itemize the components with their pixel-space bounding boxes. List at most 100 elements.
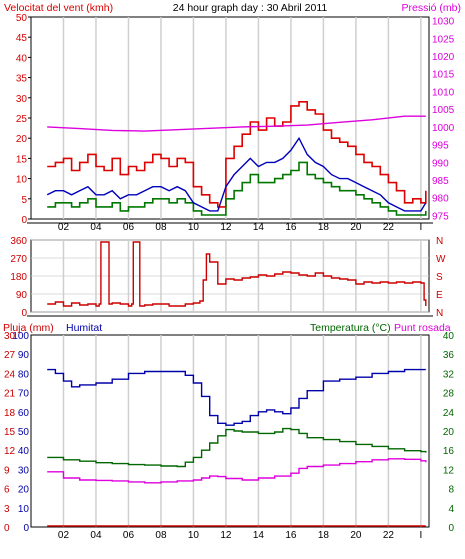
y-left-tick-wind: 0	[21, 215, 27, 226]
y-right-tick-pressure: 990	[432, 158, 449, 169]
chart-title: 24 hour graph day : 30 Abril 2011	[173, 2, 328, 14]
y-left-tick-wind: 35	[16, 74, 28, 85]
y-right-tick-pressure: 995	[432, 141, 449, 152]
y-rain-tick: 21	[4, 389, 16, 400]
y-left-tick-wind: 50	[16, 13, 28, 24]
series-temperature	[47, 427, 427, 468]
x-tick-label-bottom: 10	[188, 530, 200, 541]
x-tick-label-top: 02	[58, 222, 70, 233]
x-tick-label-top: 14	[253, 222, 265, 233]
y-temperature-tick: 8	[448, 485, 454, 496]
y-rain-tick: 27	[4, 350, 16, 361]
x-tick-label-bottom: 02	[58, 530, 70, 541]
y-rain-tick: 18	[4, 408, 16, 419]
y-right-tick-compass: N	[436, 236, 443, 247]
y-left-tick-wind: 45	[16, 33, 28, 44]
series-wind-average	[46, 136, 427, 212]
y-left-tick-direction: 270	[10, 254, 27, 265]
y-humidity-tick: 10	[18, 504, 30, 515]
y-temperature-tick: 28	[443, 389, 455, 400]
y-humidity-tick: 20	[18, 485, 30, 496]
y-temperature-tick: 4	[448, 504, 454, 515]
y-left-tick-wind: 40	[16, 53, 28, 64]
x-tick-label-bottom: I	[419, 530, 422, 541]
y-temperature-tick: 12	[443, 465, 455, 476]
series-pressure	[47, 115, 426, 132]
x-tick-label-bottom: 08	[155, 530, 167, 541]
x-tick-label-bottom: 20	[350, 530, 362, 541]
y-right-tick-pressure: 1030	[432, 17, 455, 28]
y-temperature-tick: 24	[443, 408, 455, 419]
y-humidity-tick: 70	[18, 389, 30, 400]
y-temperature-tick: 36	[443, 350, 455, 361]
y-humidity-tick: 30	[18, 465, 30, 476]
y-rain-tick: 12	[4, 446, 16, 457]
rain-label: Pluja (mm)	[3, 322, 54, 334]
y-right-tick-pressure: 985	[432, 176, 449, 187]
y-right-tick-pressure: 1005	[432, 105, 455, 116]
y-humidity-tick: 40	[18, 446, 30, 457]
x-tick-label-bottom: 18	[318, 530, 330, 541]
y-humidity-tick: 100	[12, 331, 29, 342]
y-temperature-tick: 40	[443, 331, 455, 342]
y-humidity-tick: 60	[18, 408, 30, 419]
y-left-tick-wind: 25	[16, 114, 28, 125]
y-humidity-tick: 0	[23, 523, 29, 534]
y-temperature-tick: 32	[443, 369, 455, 380]
x-tick-label-bottom: 06	[123, 530, 135, 541]
y-right-tick-compass: N	[436, 308, 443, 319]
wind-speed-label: Velocitat del vent (kmh)	[4, 2, 113, 14]
x-tick-label-bottom: 04	[90, 530, 102, 541]
series-wind-direction	[47, 241, 427, 307]
y-rain-tick: 6	[4, 485, 10, 496]
y-right-tick-pressure: 1000	[432, 123, 455, 134]
x-tick-label-bottom: 14	[253, 530, 265, 541]
series-dewpoint	[47, 458, 427, 484]
dewpoint-label: Punt rosada	[394, 322, 451, 334]
y-rain-tick: 24	[4, 369, 16, 380]
pressure-label: Pressió (mb)	[401, 2, 461, 14]
y-temperature-tick: 16	[443, 446, 455, 457]
y-humidity-tick: 50	[18, 427, 30, 438]
y-rain-tick: 0	[4, 523, 10, 534]
y-left-tick-wind: 5	[21, 195, 27, 206]
y-humidity-tick: 80	[18, 369, 30, 380]
series-wind-minimum	[47, 161, 427, 216]
y-right-tick-compass: W	[436, 254, 446, 265]
series-humidity	[47, 368, 426, 426]
y-rain-tick: 3	[4, 504, 10, 515]
y-humidity-tick: 90	[18, 350, 30, 361]
x-tick-label-top: 18	[318, 222, 330, 233]
x-tick-label-top: 04	[90, 222, 102, 233]
y-right-tick-pressure: 980	[432, 194, 449, 205]
x-tick-label-top: 10	[188, 222, 200, 233]
y-right-tick-pressure: 975	[432, 211, 449, 222]
y-rain-tick: 30	[4, 331, 16, 342]
y-right-tick-compass: E	[436, 290, 443, 301]
x-tick-label-bottom: 12	[220, 530, 232, 541]
y-left-tick-wind: 30	[16, 94, 28, 105]
y-rain-tick: 9	[4, 465, 10, 476]
y-right-tick-pressure: 1015	[432, 70, 455, 81]
y-left-tick-direction: 360	[10, 236, 27, 247]
temperature-label: Temperatura (°C)	[310, 322, 391, 334]
y-left-tick-wind: 10	[16, 175, 28, 186]
humidity-label: Humitat	[66, 322, 102, 334]
y-right-tick-pressure: 1025	[432, 34, 455, 45]
x-tick-label-top: 16	[285, 222, 297, 233]
y-right-tick-pressure: 1020	[432, 52, 455, 63]
series-wind-gust	[47, 101, 427, 208]
y-left-tick-wind: 20	[16, 134, 28, 145]
x-tick-label-bottom: 22	[383, 530, 395, 541]
panel-frame-3	[30, 334, 430, 528]
y-left-tick-direction: 0	[21, 308, 27, 319]
y-left-tick-wind: 15	[16, 154, 28, 165]
x-tick-label-top: 12	[220, 222, 232, 233]
y-left-tick-direction: 180	[10, 272, 27, 283]
y-right-tick-compass: S	[436, 272, 443, 283]
y-rain-tick: 15	[4, 427, 16, 438]
x-tick-label-top: 06	[123, 222, 135, 233]
x-tick-label-bottom: 16	[285, 530, 297, 541]
